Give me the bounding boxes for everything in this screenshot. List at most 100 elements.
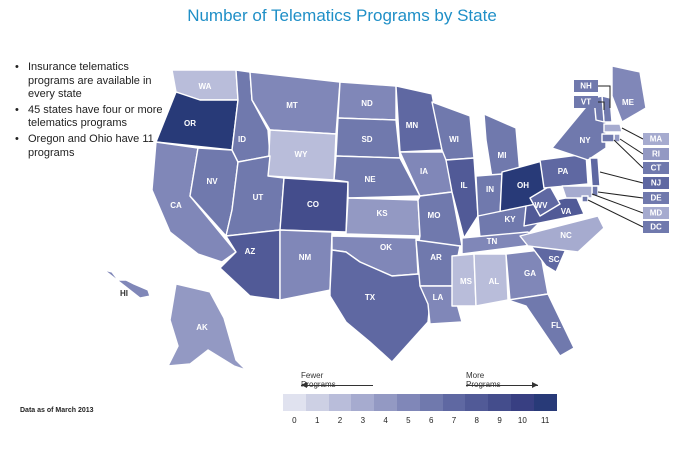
state-il (445, 157, 479, 239)
state-label-mt: MT (286, 101, 298, 110)
legend-swatch (465, 394, 489, 411)
state-label-vt: VT (581, 98, 591, 107)
state-label-al: AL (489, 277, 500, 286)
state-label-oh: OH (517, 181, 529, 190)
legend-swatch (374, 394, 397, 411)
state-label-nh: NH (580, 82, 592, 91)
state-label-la: LA (433, 293, 444, 302)
legend-swatch (442, 394, 466, 411)
callout-box-nj (643, 177, 669, 189)
state-az (219, 229, 281, 301)
state-label-ms: MS (460, 277, 473, 286)
legend-swatch (488, 394, 511, 411)
state-label-hi: HI (120, 289, 128, 298)
state-tx (329, 249, 433, 363)
state-label-fl: FL (551, 321, 561, 330)
state-label-ct: CT (651, 164, 662, 173)
legend-swatch (510, 394, 534, 411)
state-label-or: OR (184, 119, 196, 128)
state-label-il: IL (460, 181, 467, 190)
callout-leader-ct (613, 139, 644, 169)
legend-tick: 9 (497, 416, 502, 425)
state-label-tx: TX (365, 293, 376, 302)
state-label-sc: SC (548, 255, 559, 264)
state-or (155, 91, 239, 151)
state-wv (529, 185, 561, 217)
legend-tick: 3 (360, 416, 366, 425)
state-label-in: IN (486, 185, 494, 194)
state-label-ar: AR (430, 253, 442, 262)
legend-tick: 10 (517, 416, 527, 425)
state-ma (603, 123, 623, 133)
state-label-wi: WI (449, 135, 459, 144)
state-label-ut: UT (253, 193, 264, 202)
state-hi (103, 269, 151, 299)
callout-box-ma (643, 133, 669, 145)
state-label-me: ME (622, 98, 635, 107)
legend-tick: 2 (337, 416, 343, 425)
state-label-wv: WV (535, 201, 549, 210)
legend-tick: 8 (474, 416, 479, 425)
legend-fewer-label: Fewer Programs (301, 371, 336, 389)
callout-box-nh (574, 80, 598, 92)
legend-swatch (305, 394, 329, 411)
legend-tick-labels: 0 1 2 3 4 5 6 7 8 9 10 11 (283, 416, 557, 425)
state-label-md: MD (650, 209, 663, 218)
state-label-wy: WY (295, 150, 309, 159)
callout-leader-vt (598, 101, 605, 110)
state-label-ok: OK (380, 243, 392, 252)
state-dc (581, 195, 589, 203)
callout-leader-ma (621, 127, 644, 140)
state-label-mi: MI (498, 151, 507, 160)
bullet-item: • Oregon and Ohio have 11 programs (15, 132, 154, 159)
state-label-co: CO (307, 200, 319, 209)
legend-color-scale (283, 394, 557, 411)
callout-box-vt (574, 96, 598, 108)
legend-more-label: More Programs (466, 371, 501, 389)
state-label-nc: NC (560, 231, 572, 240)
legend-tick: 0 (292, 416, 297, 425)
legend-tick: 7 (451, 416, 457, 425)
legend-swatch (283, 394, 306, 411)
legend-swatch (396, 394, 420, 411)
legend-swatch (419, 394, 443, 411)
state-label-ca: CA (170, 201, 182, 210)
callout-leader-md (591, 193, 644, 214)
callout-box-ct (643, 162, 669, 174)
legend-tick: 1 (314, 416, 320, 425)
state-label-ny: NY (579, 136, 591, 145)
data-footnote: Data as of March 2013 (20, 407, 94, 414)
legend-more-arrow (466, 385, 538, 386)
state-label-va: VA (561, 207, 572, 216)
legend-swatch (533, 394, 557, 411)
state-label-nm: NM (299, 253, 312, 262)
legend-fewer-arrow (301, 385, 373, 386)
state-label-dc: DC (650, 223, 662, 232)
state-label-mn: MN (406, 121, 419, 130)
callout-leader-ri (619, 138, 644, 155)
state-label-nj: NJ (651, 179, 661, 188)
state-label-sd: SD (361, 135, 372, 144)
state-me (611, 65, 647, 123)
callout-box-dc (643, 221, 669, 233)
state-label-az: AZ (245, 247, 256, 256)
state-label-wa: WA (199, 82, 212, 91)
state-label-ia: IA (420, 167, 428, 176)
state-md (561, 185, 593, 199)
state-label-ne: NE (364, 175, 376, 184)
state-label-ga: GA (524, 269, 536, 278)
state-label-ak: AK (196, 323, 208, 332)
legend-tick: 11 (541, 416, 550, 425)
summary-bullets: • Insurance telematics programs are avail… (14, 61, 174, 162)
callout-box-de (643, 192, 669, 204)
state-ct (601, 133, 615, 143)
state-label-nd: ND (361, 99, 373, 108)
state-label-de: DE (650, 194, 662, 203)
state-pa (539, 153, 589, 189)
bullet-dot-icon: • (15, 103, 19, 116)
legend-swatch (351, 394, 375, 411)
legend-tick: 6 (428, 416, 434, 425)
bullet-dot-icon: • (15, 61, 19, 73)
state-nj (589, 157, 601, 187)
